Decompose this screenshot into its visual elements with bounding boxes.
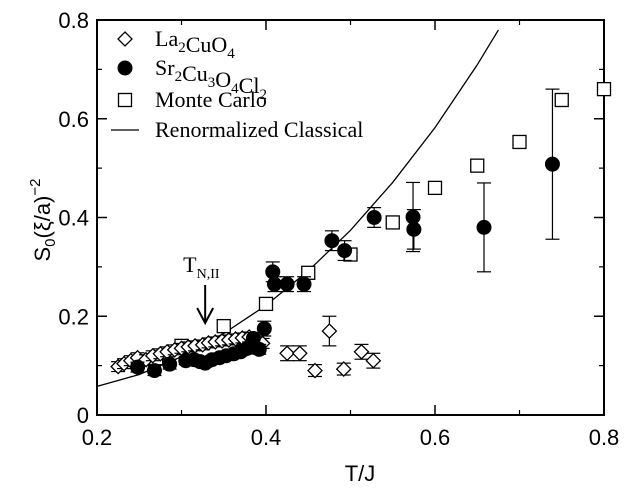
x-axis-label: T/J <box>345 461 376 486</box>
tn-label-sub: N,II <box>197 267 220 282</box>
series-circle-filled <box>130 88 560 379</box>
legend-label-part: Renormalized Classical <box>155 117 363 142</box>
legend-label: Monte Carlo <box>155 87 267 112</box>
legend-label-part: Sr <box>155 55 175 80</box>
data-point <box>385 215 400 230</box>
x-axis-ticks: 0.2 0.4 0.6 0.8 <box>82 20 620 450</box>
legend-label-part: 4 <box>231 81 239 97</box>
series-square-open <box>148 81 612 366</box>
legend-label-part: La <box>155 26 178 51</box>
legend-label-part: Monte Carlo <box>155 87 267 112</box>
legend-label: Renormalized Classical <box>155 117 363 142</box>
data-point <box>256 321 272 337</box>
y-axis-ticks: 0 0.2 0.4 0.6 0.8 <box>58 8 604 428</box>
y-tick-label: 0.2 <box>58 304 89 329</box>
data-point <box>130 359 146 375</box>
legend-label-part: Cu <box>182 61 208 86</box>
data-point <box>216 318 231 334</box>
data-point <box>307 362 323 379</box>
legend-symbol <box>117 60 133 76</box>
data-point <box>279 276 295 292</box>
data-point <box>366 210 382 225</box>
y-tick-label: 0.8 <box>58 8 89 33</box>
data-point <box>335 361 352 378</box>
data-point <box>291 345 308 362</box>
data-point <box>279 345 296 362</box>
data-point <box>405 209 421 225</box>
legend-symbol <box>117 92 133 108</box>
data-point <box>544 156 560 172</box>
legend-label-part: 2 <box>259 87 267 103</box>
x-tick-label: 0.2 <box>82 425 113 450</box>
data-point <box>146 363 162 379</box>
x-tick-label: 0.8 <box>589 425 620 450</box>
data-point <box>427 180 443 196</box>
data-point <box>470 158 485 173</box>
data-point <box>554 92 569 108</box>
legend-label-part: O <box>215 67 231 92</box>
data-point <box>266 276 282 292</box>
legend-label-part: 2 <box>175 69 183 85</box>
legend-label-part: 3 <box>208 75 216 91</box>
x-tick-label: 0.4 <box>251 425 282 450</box>
data-point <box>337 243 353 259</box>
data-point <box>324 233 340 249</box>
data-point <box>476 219 492 235</box>
data-point <box>265 264 281 280</box>
tn-arrow-head <box>196 307 215 326</box>
data-point <box>365 352 382 369</box>
y-tick-label: 0.6 <box>58 107 89 132</box>
legend-symbol <box>117 31 133 47</box>
data-point <box>321 323 338 339</box>
data-point <box>353 343 370 360</box>
legend-label-part: 2 <box>178 40 186 56</box>
x-tick-label: 0.6 <box>420 425 451 450</box>
series-diamond-open <box>110 315 382 379</box>
data-points <box>110 81 612 379</box>
data-point <box>296 276 312 292</box>
tn-label: TN,II <box>183 252 220 282</box>
legend-label: La2CuO4 <box>155 26 235 62</box>
data-point <box>251 341 267 357</box>
tn-annotation: TN,II <box>183 252 220 326</box>
y-tick-label: 0.4 <box>58 206 89 231</box>
legend-label-part: 4 <box>227 46 235 62</box>
renormalized-classical-curve <box>96 29 499 388</box>
legend-label-part: CuO <box>186 32 228 57</box>
data-point <box>596 81 612 97</box>
data-point <box>162 356 178 372</box>
curve-line <box>96 29 499 388</box>
legend-label-part: Cl <box>239 73 260 98</box>
y-axis-label: S0(ξ/a)−2 <box>27 179 59 262</box>
y-tick-label: 0 <box>77 403 89 428</box>
legend-label: Sr2Cu3O4Cl2 <box>155 55 267 103</box>
data-point <box>258 296 274 312</box>
data-point <box>406 221 422 237</box>
data-point <box>512 134 527 150</box>
tn-label-main: T <box>183 252 197 277</box>
